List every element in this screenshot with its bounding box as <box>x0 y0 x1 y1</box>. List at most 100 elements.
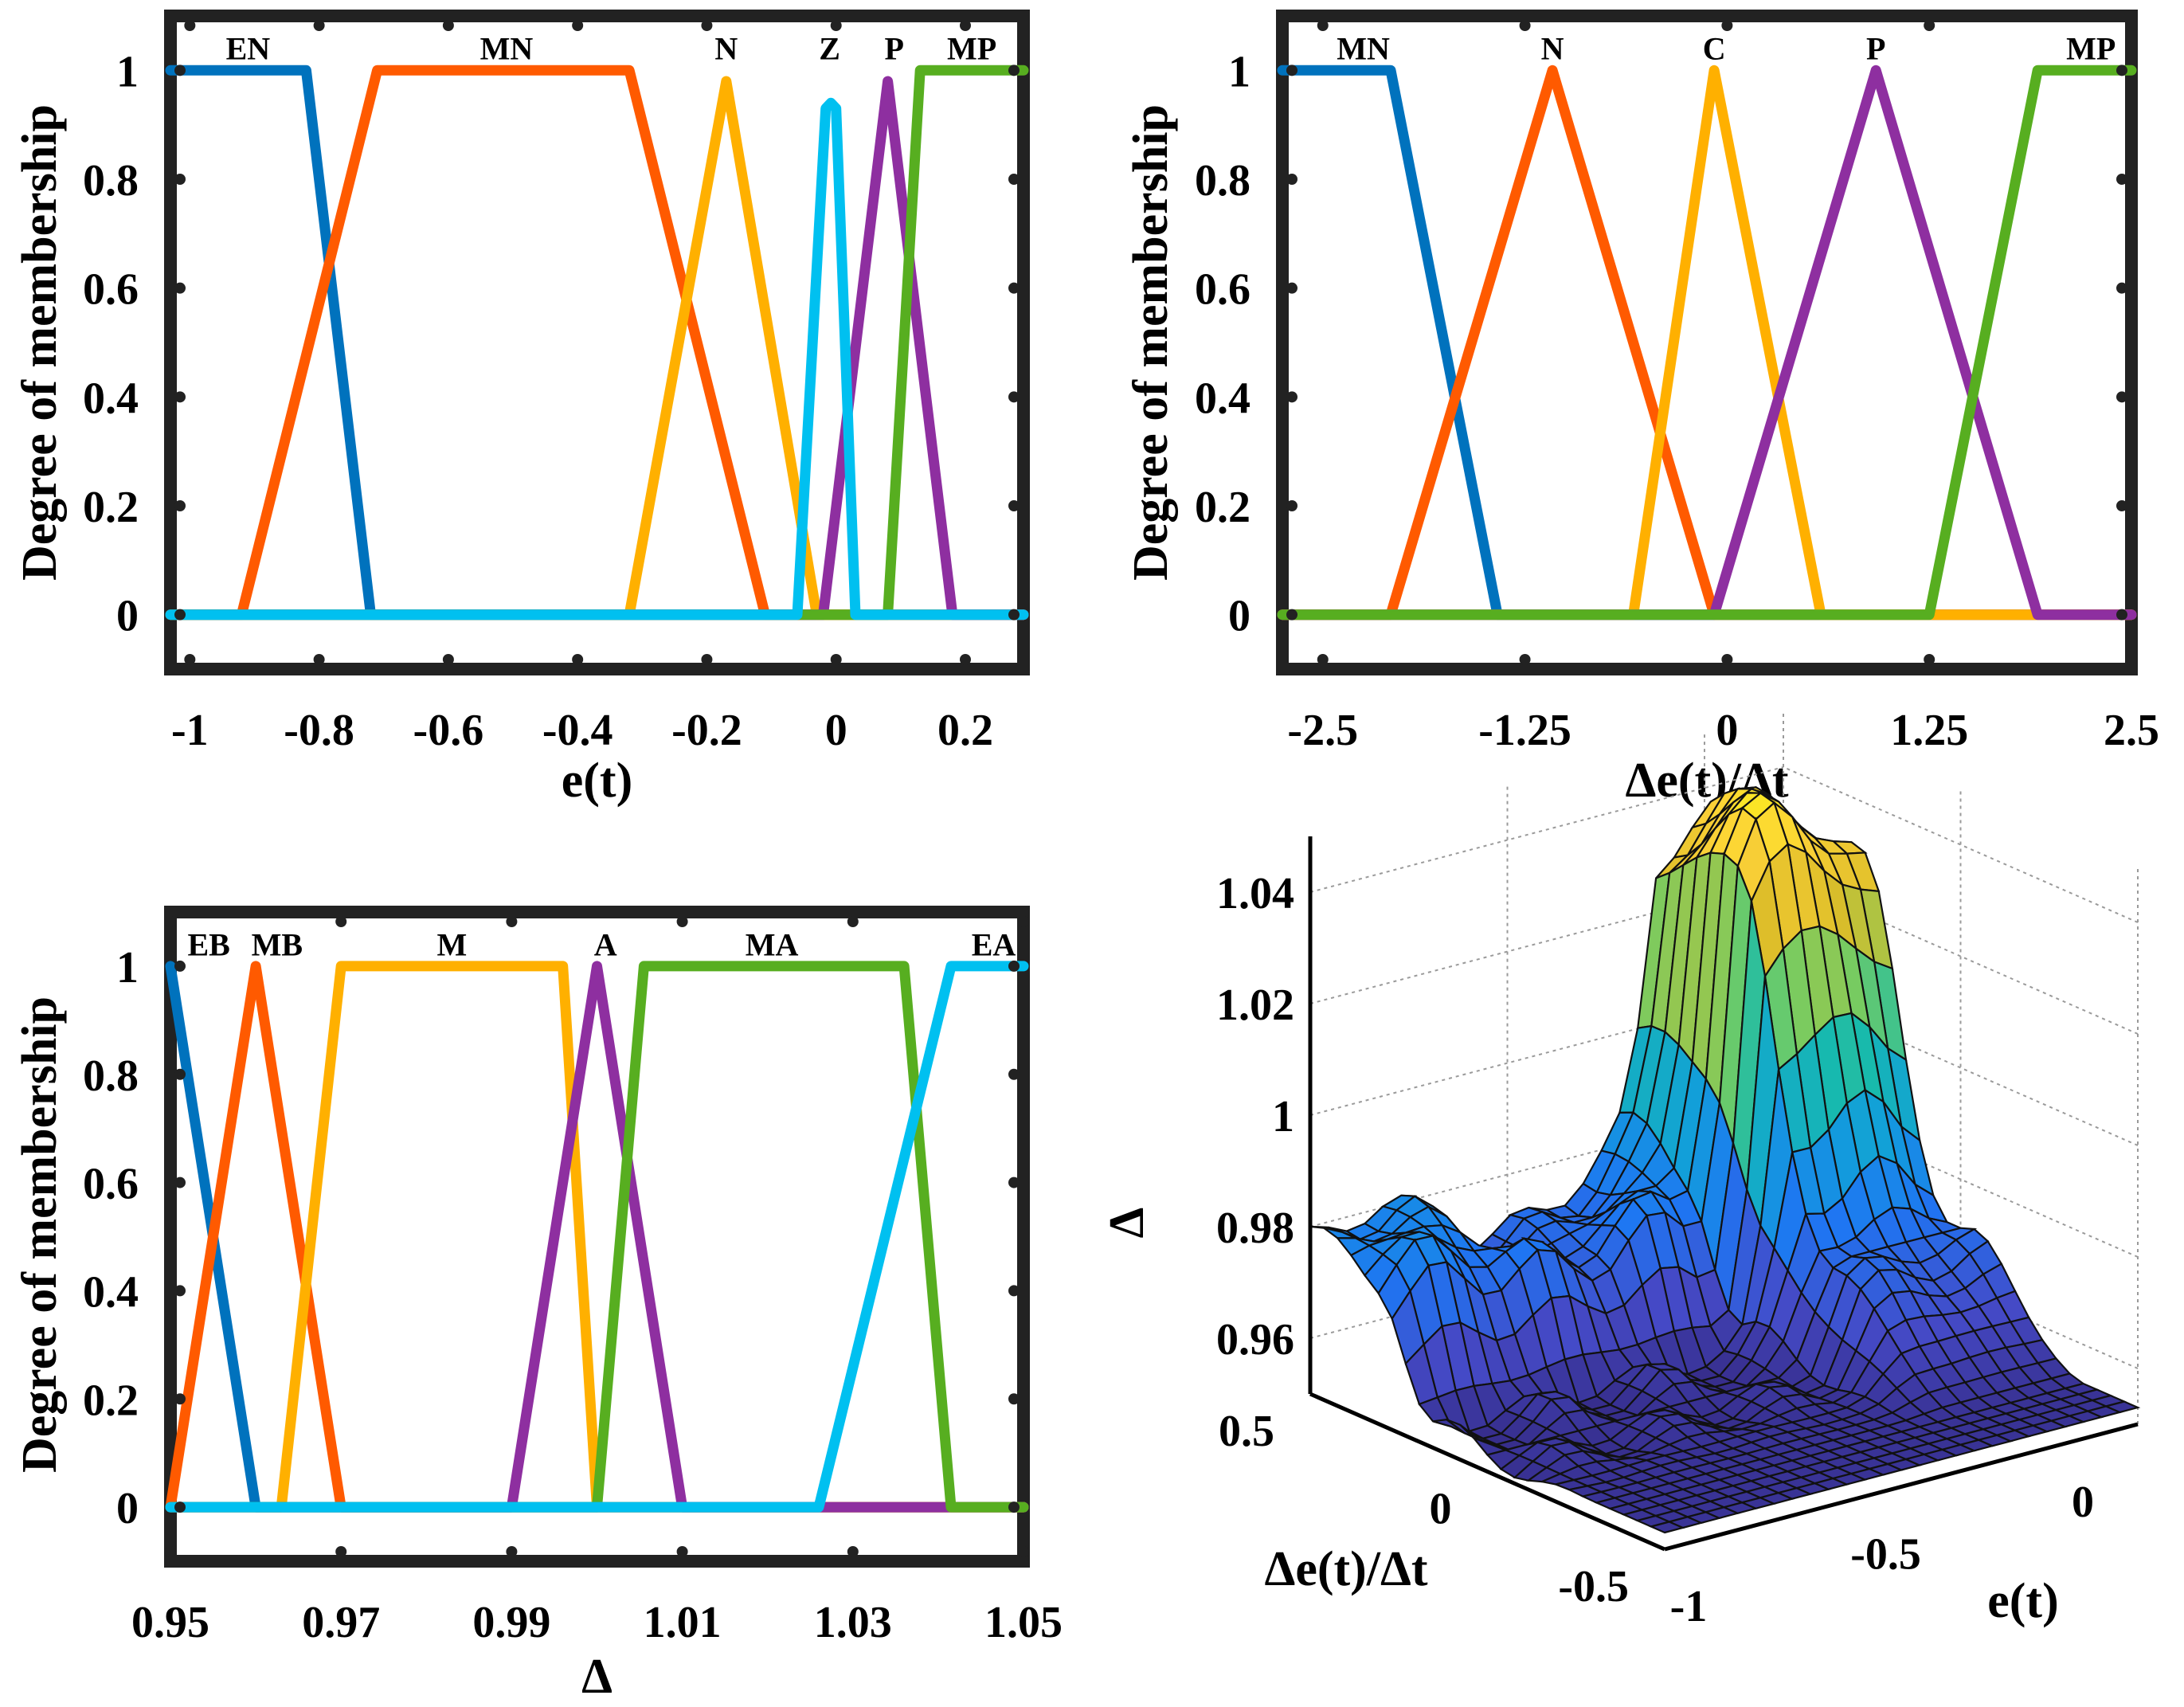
mf-label-c: C <box>1703 31 1726 67</box>
y-tick-mark <box>2116 282 2127 294</box>
y-tick-mark <box>2116 174 2127 185</box>
mf-label-p: P <box>885 31 904 67</box>
x-tick-label: 0.99 <box>472 1598 550 1647</box>
y-tick-mark <box>1008 960 1020 972</box>
x-axis-label: Δ <box>581 1650 613 1704</box>
surface-plot: 0.96 0.98 1 1.02 1.04 -1 -0.5 0 -0.5 0 0.5 Δ Δe(t)… <box>1100 711 2141 1631</box>
mf-label-ea: EA <box>972 926 1016 962</box>
surface-tick-label: 0 <box>2072 1478 2094 1527</box>
mf-label-mn: MN <box>1337 31 1390 67</box>
surface-tick-label: 1.02 <box>1216 981 1294 1030</box>
y-tick-mark <box>1008 1501 1020 1513</box>
y-tick-mark <box>174 1068 186 1080</box>
surface-tick-label: 0.5 <box>1219 1407 1274 1456</box>
mf-label-ma: MA <box>746 926 799 962</box>
y-axis-label: Degree of membership <box>13 996 67 1473</box>
x-tick-mark <box>1317 20 1329 31</box>
y-tick-mark <box>174 1393 186 1405</box>
mf-label-mb: MB <box>252 926 303 962</box>
x-tick-label: 2.5 <box>2104 706 2159 755</box>
mf-label-n: N <box>1541 31 1564 67</box>
x-tick-label: 0.2 <box>937 706 993 755</box>
x-tick-mark <box>1924 20 1935 31</box>
y-tick-mark <box>1008 65 1020 76</box>
surface-tick-label: 1 <box>1272 1092 1294 1141</box>
x-tick-label: 0.97 <box>302 1598 380 1647</box>
x-tick-mark <box>847 916 859 927</box>
series-z-line <box>165 97 1029 621</box>
surface-tick-label: 0.96 <box>1216 1315 1294 1364</box>
membership-plot-error: 0 0.2 0.4 0.6 0.8 1 -1 -0.8 -0.6 -0.4 -0.2 0 0.2 EN MN… <box>13 10 1030 808</box>
x-tick-mark <box>701 654 713 665</box>
y-tick-label: 0.2 <box>1195 483 1251 532</box>
mf-label-en: EN <box>226 31 271 67</box>
y-tick-mark <box>1008 1068 1020 1080</box>
y-tick-mark <box>174 1285 186 1297</box>
mf-label-z: Z <box>819 31 840 67</box>
x-tick-mark <box>572 20 584 31</box>
x-axis-label: e(t) <box>562 754 632 808</box>
axis-line <box>1664 1422 2139 1552</box>
y-tick-mark <box>174 500 186 511</box>
series-mp-line <box>1277 65 2137 621</box>
y-tick-mark <box>1286 391 1297 403</box>
y-tick-label: 0.6 <box>83 1160 139 1209</box>
surface-tick-label: -1 <box>1670 1582 1708 1631</box>
x-tick-mark <box>184 20 196 31</box>
x-tick-label: -2.5 <box>1287 706 1358 755</box>
x-tick-mark <box>676 1546 688 1557</box>
y-axis-label: Degree of membership <box>1124 104 1178 581</box>
surface-mesh <box>1309 786 2141 1534</box>
surface-patch <box>1648 1521 1686 1534</box>
y-tick-label: 0.8 <box>83 156 139 206</box>
y-tick-label: 0.4 <box>83 1267 139 1317</box>
surface-xlabel: e(t) <box>1987 1574 2058 1628</box>
y-tick-label: 0 <box>116 592 139 641</box>
x-tick-label: 0.95 <box>131 1598 209 1647</box>
y-tick-label: 0 <box>116 1484 139 1533</box>
surface-tick-label: 0.98 <box>1216 1204 1294 1253</box>
x-tick-mark <box>847 1546 859 1557</box>
y-tick-label: 0.6 <box>83 265 139 315</box>
x-tick-mark <box>442 20 454 31</box>
x-tick-mark <box>959 20 971 31</box>
x-tick-label: 1.03 <box>814 1598 892 1647</box>
y-tick-mark <box>1008 500 1020 511</box>
x-tick-mark <box>1721 654 1733 665</box>
x-tick-mark <box>506 1546 518 1557</box>
y-tick-label: 1 <box>116 943 139 992</box>
y-tick-mark <box>1286 282 1297 294</box>
x-tick-mark <box>959 654 971 665</box>
x-tick-label: -0.6 <box>413 706 484 755</box>
surface-axes <box>1308 836 2139 1552</box>
y-tick-mark <box>2116 609 2127 621</box>
x-tick-mark <box>830 654 842 665</box>
x-tick-label: 0 <box>1716 706 1738 755</box>
x-tick-label: -1.25 <box>1478 706 1571 755</box>
y-tick-label: 1 <box>1228 47 1251 96</box>
x-tick-label: 1.01 <box>644 1598 722 1647</box>
x-tick-mark <box>313 20 325 31</box>
x-tick-label: -0.8 <box>284 706 354 755</box>
x-tick-mark <box>676 916 688 927</box>
x-tick-mark <box>335 1546 347 1557</box>
mf-label-p: P <box>1866 31 1885 67</box>
y-tick-mark <box>1008 1393 1020 1405</box>
x-tick-label: 1.05 <box>984 1598 1063 1647</box>
y-tick-label: 0.8 <box>1195 156 1251 206</box>
membership-plot-delta: 0 0.2 0.4 0.6 0.8 1 0.95 0.97 0.99 1.01 1.03 1.05 EB… <box>13 906 1063 1704</box>
y-tick-label: 0.4 <box>83 374 139 423</box>
mf-label-eb: EB <box>188 926 230 962</box>
mf-label-mn: MN <box>480 31 534 67</box>
y-axis-label: Degree of membership <box>13 104 67 581</box>
y-tick-mark <box>1008 609 1020 621</box>
x-tick-mark <box>701 20 713 31</box>
y-tick-mark <box>1008 174 1020 185</box>
x-tick-label: -0.4 <box>542 706 613 755</box>
x-tick-label: -0.2 <box>671 706 742 755</box>
x-tick-mark <box>335 916 347 927</box>
surface-tick-labels: 0.96 0.98 1 1.02 1.04 -1 -0.5 0 -0.5 0 0.5 <box>1216 869 2094 1631</box>
y-tick-mark <box>174 391 186 403</box>
y-tick-label: 0.4 <box>1195 374 1251 423</box>
